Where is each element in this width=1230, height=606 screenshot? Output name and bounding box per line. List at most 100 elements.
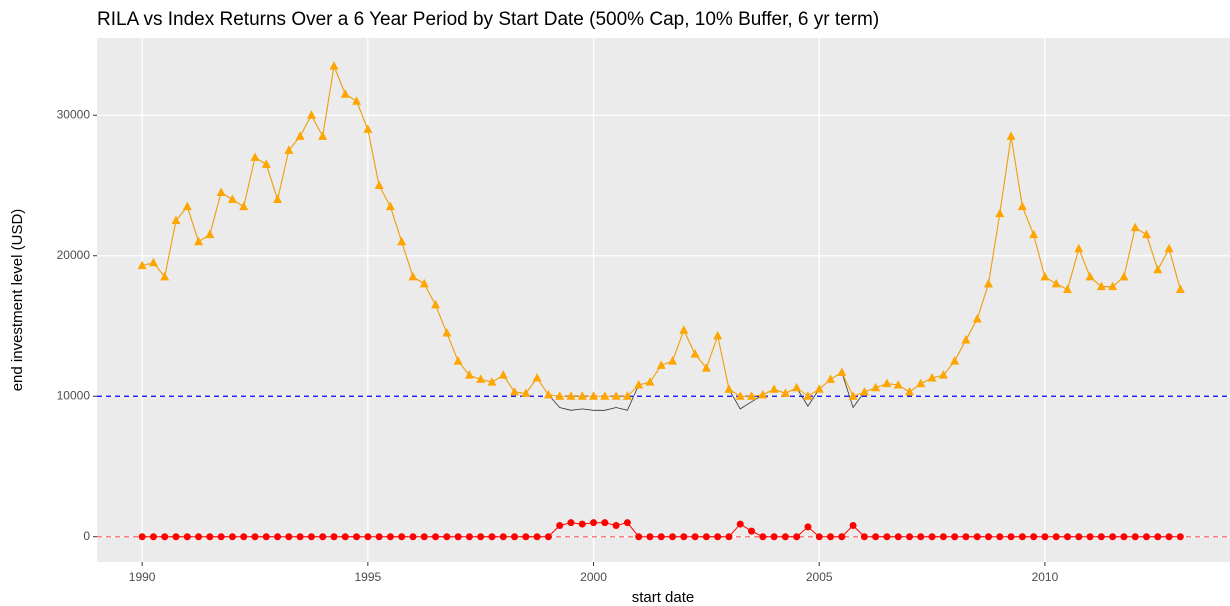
point-marker [195, 533, 203, 541]
triangle-marker [216, 187, 226, 197]
point-marker [827, 533, 835, 541]
point-marker [590, 519, 598, 527]
point-marker [612, 521, 620, 529]
triangle-marker [724, 384, 734, 393]
point-marker [680, 533, 688, 541]
triangle-marker [555, 391, 565, 400]
point-marker [849, 521, 857, 529]
triangle-marker [521, 388, 531, 397]
triangle-marker [1017, 201, 1027, 211]
point-marker [770, 533, 778, 541]
triangle-marker [634, 379, 644, 389]
x-tick-label: 1995 [354, 570, 381, 584]
triangle-marker [611, 391, 621, 400]
triangle-marker [1062, 284, 1072, 293]
triangle-marker [645, 377, 655, 386]
x-tick-label: 2005 [806, 570, 833, 584]
point-marker [432, 533, 440, 541]
point-marker [522, 533, 530, 541]
triangle-marker [566, 391, 576, 400]
point-marker [307, 533, 315, 541]
triangle-marker [972, 313, 982, 323]
point-marker [330, 533, 338, 541]
x-tick-label: 1990 [129, 570, 156, 584]
y-axis-title: end investment level (USD) [9, 209, 26, 392]
triangle-marker [464, 370, 474, 379]
triangle-marker [1108, 281, 1118, 291]
point-marker [149, 533, 157, 541]
triangle-marker [329, 61, 339, 70]
point-marker [996, 533, 1004, 541]
point-marker [635, 533, 643, 541]
point-marker [228, 533, 236, 541]
point-marker [748, 527, 756, 535]
triangle-marker [848, 391, 858, 400]
triangle-marker [589, 391, 599, 400]
point-marker [860, 533, 868, 541]
triangle-marker [352, 96, 362, 105]
x-axis-title: start date [632, 589, 695, 606]
point-marker [928, 533, 936, 541]
triangle-marker [893, 379, 903, 389]
triangle-marker [814, 384, 824, 393]
point-marker [206, 533, 214, 541]
point-marker [341, 533, 349, 541]
triangle-marker [701, 363, 711, 372]
triangle-marker [487, 377, 497, 386]
triangle-marker [148, 257, 158, 267]
triangle-marker [543, 389, 553, 399]
point-marker [906, 533, 914, 541]
triangle-marker [600, 391, 610, 400]
point-marker [172, 533, 180, 541]
point-marker [1052, 533, 1060, 541]
triangle-marker [1040, 271, 1050, 281]
triangle-marker [769, 384, 779, 393]
point-marker [1086, 533, 1094, 541]
point-marker [657, 533, 665, 541]
point-marker [183, 533, 191, 541]
triangle-marker [476, 374, 486, 383]
triangle-marker [1006, 131, 1016, 140]
point-marker [375, 533, 383, 541]
triangle-marker [1029, 229, 1039, 239]
triangle-marker [747, 391, 757, 400]
triangle-marker [905, 387, 915, 396]
point-marker [499, 533, 507, 541]
triangle-marker [1051, 278, 1061, 288]
x-tick-label: 2000 [580, 570, 607, 584]
triangle-marker [453, 356, 463, 365]
y-tick-label: 0 [83, 529, 90, 543]
x-tick-label: 2010 [1032, 570, 1059, 584]
triangle-marker [532, 372, 542, 382]
triangle-marker [938, 370, 948, 379]
point-marker [556, 521, 564, 529]
point-marker [894, 533, 902, 541]
triangle-marker [239, 201, 249, 211]
point-marker [578, 520, 586, 528]
point-marker [872, 533, 880, 541]
point-marker [240, 533, 248, 541]
triangle-marker [284, 145, 294, 154]
triangle-marker [1096, 281, 1106, 291]
triangle-marker [950, 356, 960, 365]
triangle-marker [668, 356, 678, 365]
point-marker [838, 533, 846, 541]
point-marker [1131, 533, 1139, 541]
point-marker [962, 533, 970, 541]
triangle-marker [1119, 271, 1129, 281]
point-marker [883, 533, 891, 541]
point-marker [217, 533, 225, 541]
point-marker [567, 519, 575, 527]
triangle-marker [408, 271, 418, 281]
point-marker [1063, 533, 1071, 541]
point-marker [1165, 533, 1173, 541]
point-marker [398, 533, 406, 541]
triangle-marker [1153, 264, 1163, 274]
triangle-marker [1141, 229, 1151, 239]
point-marker [985, 533, 993, 541]
point-marker [477, 533, 485, 541]
point-marker [454, 533, 462, 541]
triangle-marker [250, 152, 260, 161]
point-marker [296, 533, 304, 541]
